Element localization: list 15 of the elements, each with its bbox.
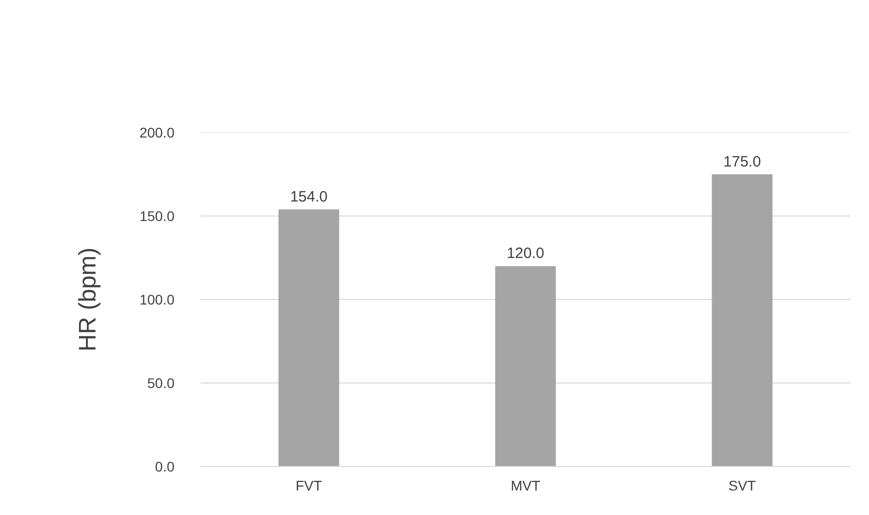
y-tick-label: 0.0 [155,458,175,474]
x-tick-label: MVT [510,478,541,494]
data-label: 175.0 [723,153,761,170]
x-tick-label: SVT [728,478,756,494]
data-label: 154.0 [290,188,328,206]
x-tick-label: FVT [296,478,322,494]
y-tick-label: 150.0 [139,208,175,224]
y-tick-label: 50.0 [147,375,175,391]
bar [712,174,772,466]
bar [495,266,556,466]
y-tick-label: 200.0 [139,124,175,140]
y-tick-label: 100.0 [139,292,175,308]
data-label: 120.0 [506,245,544,262]
y-axis-title: HR (bpm) [74,247,102,352]
bar [278,209,340,466]
